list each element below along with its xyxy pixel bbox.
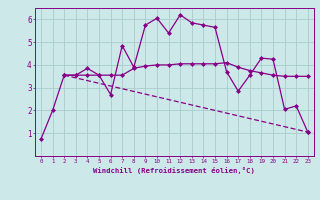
- X-axis label: Windchill (Refroidissement éolien,°C): Windchill (Refroidissement éolien,°C): [93, 167, 255, 174]
